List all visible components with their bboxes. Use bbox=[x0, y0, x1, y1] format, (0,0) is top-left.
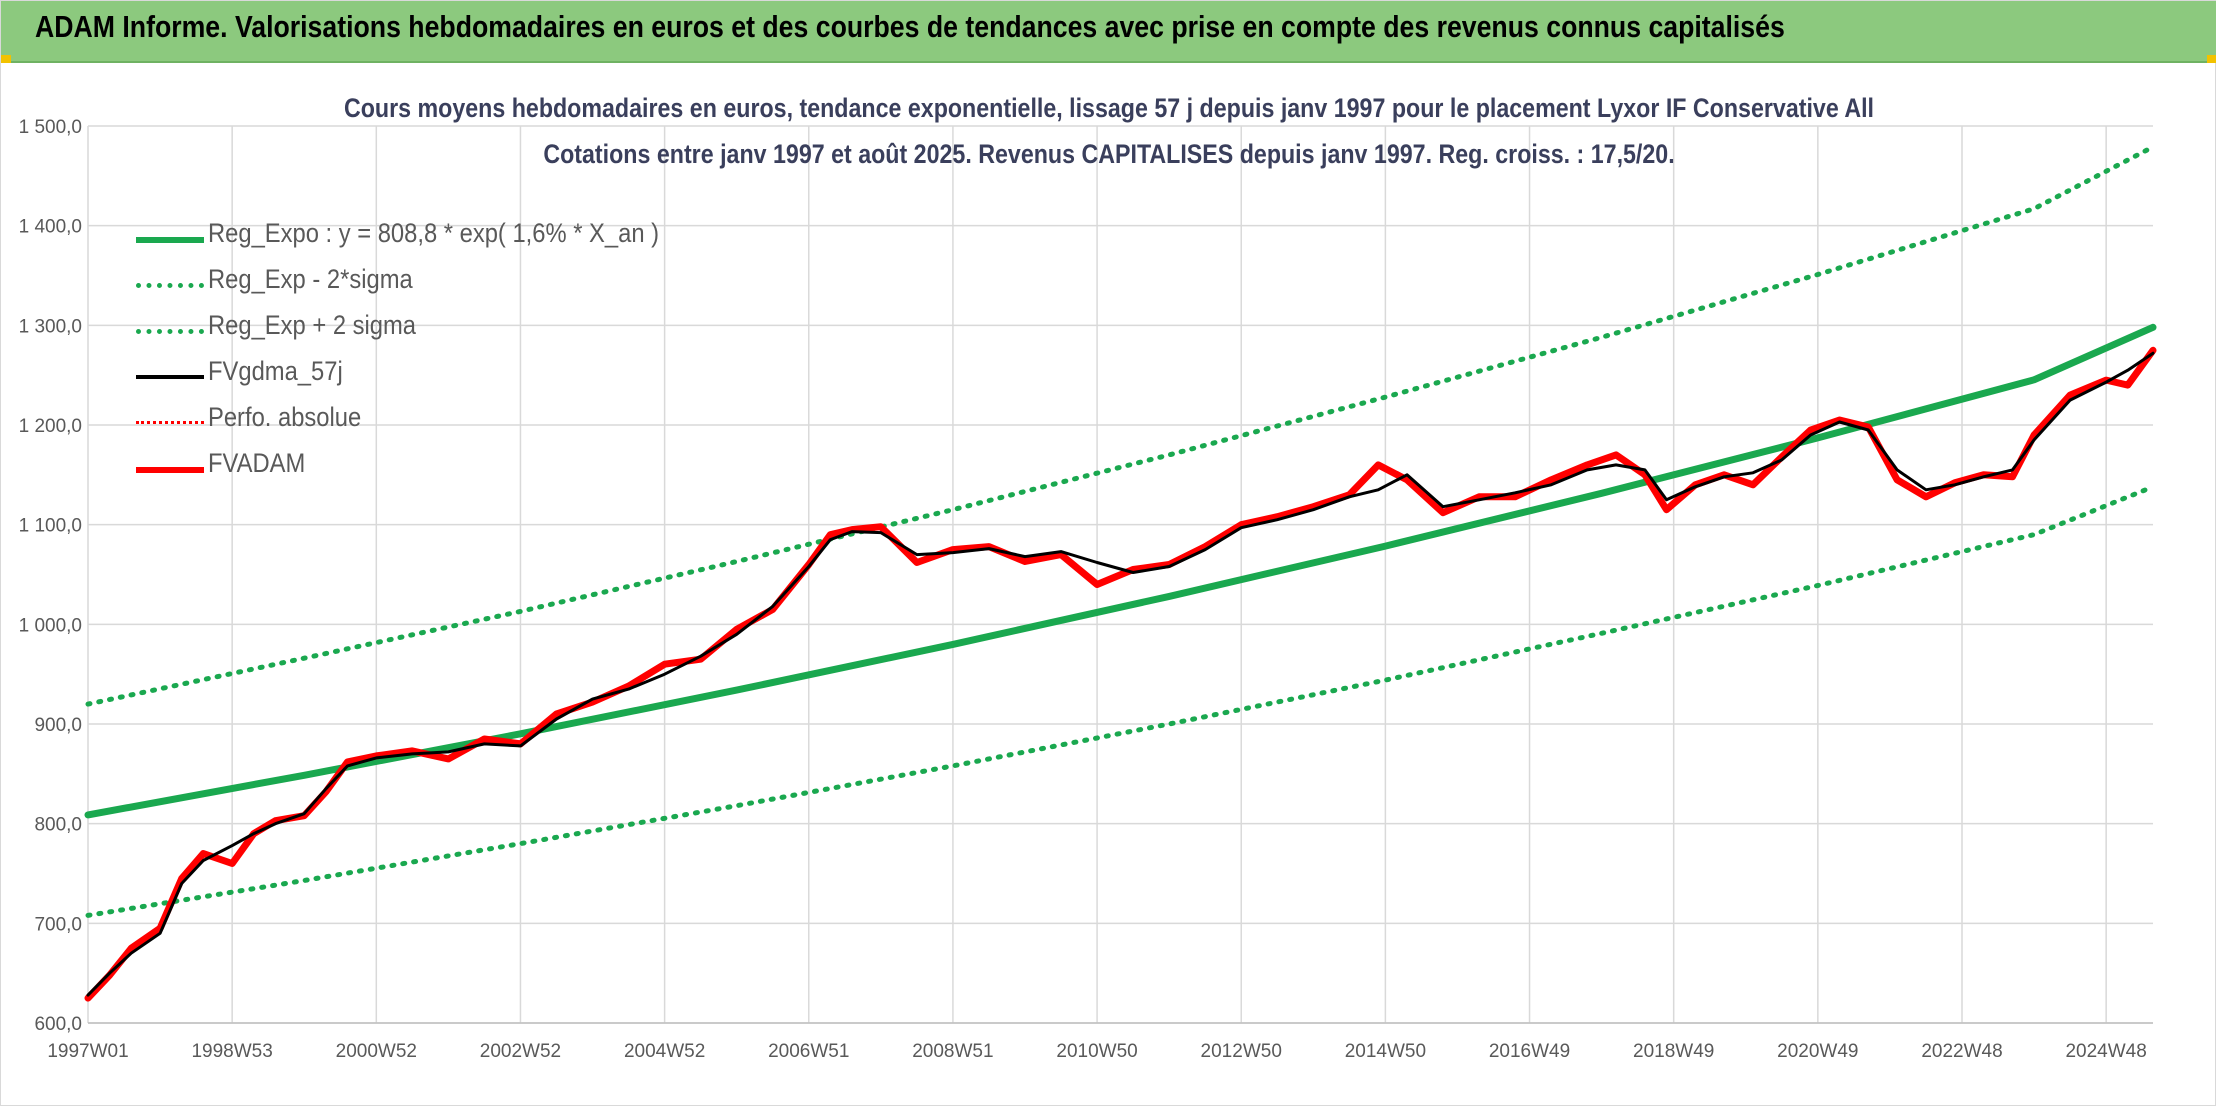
legend-swatch bbox=[136, 283, 204, 288]
y-tick-label: 800,0 bbox=[34, 815, 82, 836]
x-tick-label: 2010W50 bbox=[1056, 1041, 1137, 1062]
x-tick-label: 2022W48 bbox=[1921, 1041, 2002, 1062]
chart-subtitle: Cotations entre janv 1997 et août 2025. … bbox=[543, 139, 1675, 169]
legend-label: Reg_Exp - 2*sigma bbox=[208, 264, 413, 294]
legend-label: FVADAM bbox=[208, 448, 306, 478]
series-line-reg-expo-y-808-8-exp-1-6-x-an bbox=[84, 323, 2157, 819]
legend-swatch bbox=[136, 467, 204, 473]
y-tick-label: 700,0 bbox=[34, 914, 82, 935]
legend-swatch bbox=[136, 421, 204, 424]
y-tick-label: 1 200,0 bbox=[19, 416, 82, 437]
y-tick-label: 1 100,0 bbox=[19, 516, 82, 537]
x-tick-label: 1998W53 bbox=[191, 1041, 272, 1062]
chart-title: Cours moyens hebdomadaires en euros, ten… bbox=[343, 93, 1875, 123]
x-tick-label: 2024W48 bbox=[2065, 1041, 2146, 1062]
x-tick-label: 2004W52 bbox=[624, 1041, 705, 1062]
x-tick-label: 2020W49 bbox=[1777, 1041, 1858, 1062]
x-tick-label: 2016W49 bbox=[1489, 1041, 1570, 1062]
corner-marker-top-left bbox=[1, 55, 11, 63]
y-tick-label: 600,0 bbox=[34, 1014, 82, 1035]
report-banner: ADAM Informe. Valorisations hebdomadaire… bbox=[1, 1, 2216, 63]
corner-marker-top-right bbox=[2207, 55, 2216, 63]
series-line-fvgdma-57j bbox=[86, 351, 2155, 997]
y-tick-label: 900,0 bbox=[34, 715, 82, 736]
legend-label: Reg_Expo : y = 808,8 * exp( 1,6% * X_an … bbox=[208, 218, 660, 248]
y-tick-label: 1 000,0 bbox=[19, 615, 82, 636]
legend-label: FVgdma_57j bbox=[208, 356, 343, 386]
y-tick-label: 1 400,0 bbox=[19, 217, 82, 238]
series-line-fvadam bbox=[84, 346, 2157, 1002]
x-tick-label: 2012W50 bbox=[1201, 1041, 1282, 1062]
x-tick-label: 2008W51 bbox=[912, 1041, 993, 1062]
legend-label: Perfo. absolue bbox=[208, 402, 362, 432]
y-tick-label: 1 500,0 bbox=[19, 117, 82, 138]
legend-label: Reg_Exp + 2 sigma bbox=[208, 310, 417, 340]
legend-swatch bbox=[136, 237, 204, 243]
x-tick-label: 2000W52 bbox=[336, 1041, 417, 1062]
banner-title: ADAM Informe. Valorisations hebdomadaire… bbox=[35, 9, 1785, 44]
x-tick-label: 2006W51 bbox=[768, 1041, 849, 1062]
x-tick-label: 2018W49 bbox=[1633, 1041, 1714, 1062]
y-tick-label: 1 300,0 bbox=[19, 316, 82, 337]
x-tick-label: 1997W01 bbox=[47, 1041, 128, 1062]
series-line-reg-exp-2-sigma bbox=[85, 144, 2156, 707]
legend-swatch bbox=[136, 329, 204, 334]
x-tick-label: 2002W52 bbox=[480, 1041, 561, 1062]
x-tick-label: 2014W50 bbox=[1345, 1041, 1426, 1062]
legend-swatch bbox=[136, 375, 204, 379]
series-line-reg-exp-2-sigma bbox=[85, 484, 2156, 918]
